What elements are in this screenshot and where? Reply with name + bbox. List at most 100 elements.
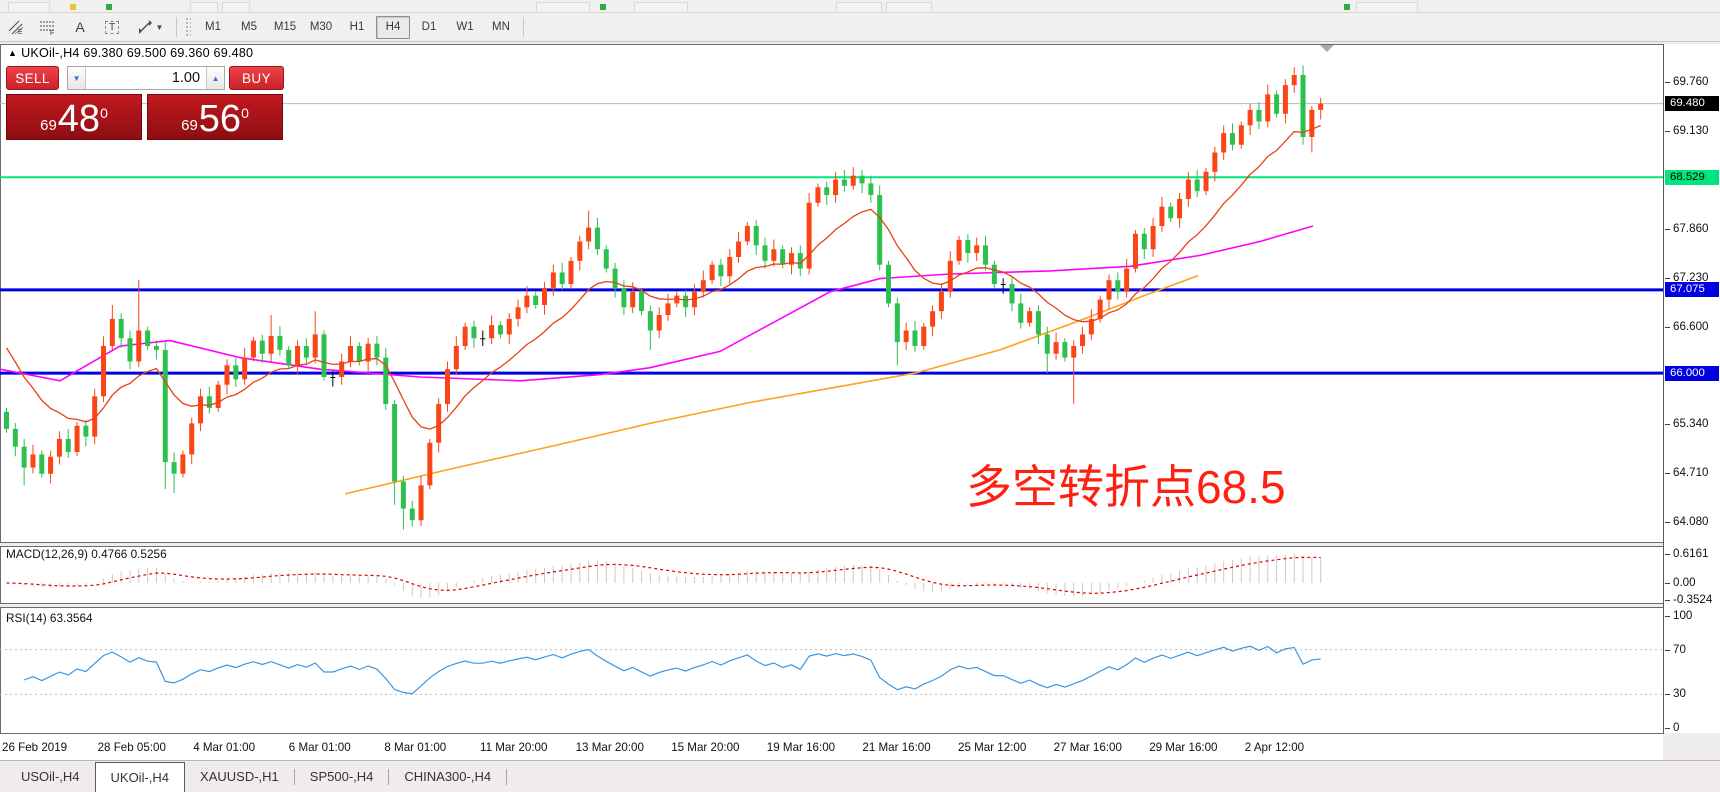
rsi-tick-label: 0 (1664, 721, 1680, 734)
scroll-end-marker-icon (1320, 45, 1334, 52)
text-label-icon[interactable]: T (97, 15, 127, 39)
timeframe-button-w1[interactable]: W1 (456, 21, 474, 33)
buy-button[interactable]: BUY (229, 66, 284, 90)
chart-tab-sp500h4[interactable]: SP500-,H4 (309, 769, 374, 784)
time-axis-label: 2 Apr 12:00 (1244, 741, 1305, 754)
price-tick-label: 69.130 (1664, 123, 1709, 137)
macd-signal-line (6, 556, 1321, 594)
time-axis-label: 13 Mar 20:00 (575, 741, 644, 754)
chart-tab-ukoilh4[interactable]: UKOil-,H4 (94, 762, 186, 792)
clipped-button (836, 2, 882, 13)
clipped-icon-green (1344, 4, 1350, 10)
svg-text:E: E (18, 29, 23, 35)
sell-button[interactable]: SELL (6, 66, 60, 90)
time-axis-label: 4 Mar 01:00 (193, 741, 256, 754)
chart-toolbar: E F A T ▼ M1 M5 M15 M30 H1 H4 D1 W1 MN (0, 13, 1720, 42)
clipped-button (886, 2, 932, 13)
price-tick-label: 64.080 (1664, 514, 1709, 528)
time-axis-label: 29 Mar 16:00 (1149, 741, 1218, 754)
chart-title: ▲ UKOil-,H4 69.380 69.500 69.360 69.480 (8, 46, 253, 60)
price-badge-66-000: 66.000 (1665, 365, 1719, 381)
price-axis[interactable]: 69.760 69.130 67.860 67.230 66.600 65.340 64.7… (1663, 44, 1720, 734)
timeframe-button-h4[interactable]: H4 (376, 15, 410, 39)
chart-annotation-text[interactable]: 多空转折点68.5 (966, 461, 1286, 513)
collapse-arrow-icon[interactable]: ▲ (8, 48, 18, 58)
price-badge-67-075: 67.075 (1665, 282, 1719, 298)
clipped-icon-green (106, 4, 112, 10)
price-tick-label: 67.860 (1664, 222, 1709, 236)
timeframe-button-m30[interactable]: M30 (309, 21, 333, 33)
rsi-tick-label: 100 (1664, 609, 1693, 622)
toolbar-separator (523, 17, 524, 37)
timeframe-button-m5[interactable]: M5 (241, 21, 257, 33)
rsi-tick-label: 70 (1665, 642, 1686, 656)
time-axis[interactable]: 26 Feb 2019 28 Feb 05:00 4 Mar 01:00 6 Mar … (0, 734, 1663, 760)
one-click-trading-widget: SELL ▼ ▲ BUY 69 48 0 69 56 0 (6, 66, 284, 140)
price-badge-69-480: 69.480 (1665, 96, 1719, 112)
time-axis-label: 6 Mar 01:00 (288, 741, 351, 754)
arrow-style-icon[interactable]: ▼ (129, 15, 171, 39)
time-axis-label: 8 Mar 01:00 (384, 741, 447, 754)
chart-tab-china300h4[interactable]: CHINA300-,H4 (404, 769, 492, 784)
sell-price-panel[interactable]: 69 48 0 (6, 94, 142, 140)
buy-price-panel[interactable]: 69 56 0 (147, 94, 283, 140)
timeframe-button-group: M1 M5 M15 M30 H1 H4 D1 W1 MN (195, 15, 519, 39)
horizontal-price-lines[interactable] (0, 103, 1663, 375)
macd-histogram (14, 553, 1322, 599)
time-axis-label: 25 Mar 12:00 (958, 741, 1027, 754)
clipped-button (190, 2, 218, 13)
rsi-line (23, 645, 1321, 695)
time-axis-label: 26 Feb 2019 (2, 741, 68, 754)
price-badge-68-529: 68.529 (1665, 169, 1719, 185)
clipped-button (222, 2, 250, 13)
volume-increase-button[interactable]: ▲ (206, 67, 225, 89)
timeframe-button-mn[interactable]: MN (492, 21, 510, 33)
medium-moving-average-line (0, 225, 1314, 382)
tab-separator (506, 768, 508, 785)
sell-price-sup: 0 (100, 105, 108, 121)
macd-tick-label: 0.00 (1665, 576, 1696, 589)
timeframe-button-h1[interactable]: H1 (349, 21, 365, 33)
clipped-button (634, 2, 688, 13)
clipped-button (8, 2, 50, 13)
symbol-ohlc-text: UKOil-,H4 69.380 69.500 69.360 69.480 (21, 46, 254, 60)
chart-tab-usoilh4[interactable]: USOil-,H4 (21, 769, 80, 784)
volume-input[interactable] (86, 67, 207, 89)
buy-price-big: 56 (198, 98, 242, 140)
chart-tab-xauusdh1[interactable]: XAUUSD-,H1 (200, 769, 279, 784)
chart-tab-bar: USOil-,H4 UKOil-,H4 XAUUSD-,H1 SP500-,H4 CHI… (0, 760, 1720, 792)
tab-separator (388, 768, 390, 785)
clipped-button (536, 2, 590, 13)
rsi-indicator-label: RSI(14) 63.3564 (6, 611, 93, 625)
timeframe-button-m15[interactable]: M15 (273, 21, 297, 33)
price-tick-label: 67.230 (1664, 270, 1709, 284)
macd-tick-label: 0.6161 (1664, 547, 1709, 561)
candlestick-series (4, 65, 1324, 530)
equidistant-channel-icon[interactable]: E (1, 15, 31, 39)
price-tick-label: 69.760 (1664, 75, 1709, 88)
timeframe-button-d1[interactable]: D1 (421, 21, 437, 33)
text-tool-icon[interactable]: A (75, 19, 85, 35)
time-axis-label: 11 Mar 20:00 (480, 741, 548, 754)
time-axis-label: 28 Feb 05:00 (97, 741, 166, 754)
volume-spinner: ▼ ▲ (67, 66, 226, 90)
tab-separator (293, 768, 295, 785)
time-axis-label: 19 Mar 16:00 (766, 741, 836, 754)
sell-price-prefix: 69 (40, 117, 57, 134)
timeframe-button-m1[interactable]: M1 (205, 21, 221, 33)
macd-tick-label: -0.3524 (1664, 592, 1713, 606)
toolbar-drag-handle[interactable] (185, 17, 191, 37)
clipped-icon-yellow (70, 4, 76, 10)
macd-indicator-label: MACD(12,26,9) 0.4766 0.5256 (6, 547, 167, 561)
fibonacci-retracement-icon[interactable]: F (33, 15, 63, 39)
sell-price-big: 48 (57, 98, 101, 140)
clipped-button (1356, 2, 1418, 13)
volume-decrease-button[interactable]: ▼ (68, 67, 87, 89)
top-toolbar-row-clipped (0, 0, 1720, 13)
rsi-tick-label: 30 (1665, 687, 1686, 701)
chevron-down-icon: ▼ (155, 22, 164, 32)
price-tick-label: 66.600 (1664, 319, 1709, 333)
fast-moving-average-line (5, 124, 1321, 430)
time-axis-label: 27 Mar 16:00 (1053, 741, 1122, 754)
